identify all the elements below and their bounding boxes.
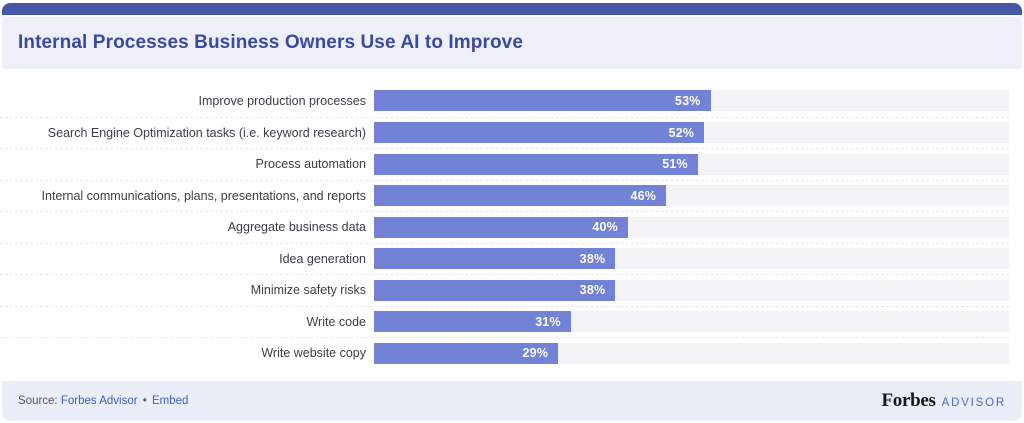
bar-track: 51% <box>374 153 1009 175</box>
row-label: Improve production processes <box>198 93 366 108</box>
chart-footer: Source: Forbes Advisor • Embed Forbes AD… <box>2 381 1022 421</box>
bar-value: 53% <box>674 93 701 108</box>
source-text: Source: Forbes Advisor • Embed <box>18 395 188 407</box>
bar-track: 38% <box>374 248 1009 270</box>
bar-value: 46% <box>630 188 657 203</box>
bar-fill: 51% <box>374 153 698 175</box>
bar-value: 52% <box>668 125 695 140</box>
row-label: Write website copy <box>261 346 366 361</box>
bar-fill: 46% <box>374 185 667 207</box>
page-title: Internal Processes Business Owners Use A… <box>18 32 524 53</box>
bar-fill: 40% <box>374 216 628 238</box>
source-prefix: Source: <box>18 395 58 407</box>
chart-row: Process automation 51% <box>0 148 1009 180</box>
accent-bar <box>2 3 1022 15</box>
bar-fill: 38% <box>374 248 616 270</box>
bar-track: 40% <box>374 216 1009 238</box>
bar-track: 38% <box>374 279 1009 301</box>
bar-track: 29% <box>374 342 1009 364</box>
row-label: Internal communications, plans, presenta… <box>41 188 366 203</box>
bar-chart: Improve production processes 53% Search … <box>0 69 1024 381</box>
chart-row: Minimize safety risks 38% <box>0 274 1009 306</box>
bar-track: 53% <box>374 90 1009 112</box>
bar-track: 46% <box>374 185 1009 207</box>
chart-row: Idea generation 38% <box>0 242 1009 275</box>
chart-row: Aggregate business data 40% <box>0 211 1009 243</box>
chart-header: Internal Processes Business Owners Use A… <box>2 17 1022 69</box>
bar-value: 38% <box>579 251 606 266</box>
bar-value: 29% <box>522 346 549 361</box>
forbes-wordmark: Forbes <box>881 390 936 411</box>
chart-row: Write website copy 29% <box>0 337 1009 369</box>
row-label: Minimize safety risks <box>250 283 366 298</box>
embed-link[interactable]: Embed <box>151 395 189 407</box>
advisor-wordmark: ADVISOR <box>941 397 1006 409</box>
source-separator: • <box>142 395 147 407</box>
bar-track: 52% <box>374 122 1009 144</box>
row-label: Aggregate business data <box>227 220 366 235</box>
chart-row: Improve production processes 53% <box>0 85 1009 117</box>
bar-track: 31% <box>374 311 1009 333</box>
chart-row: Search Engine Optimization tasks (i.e. k… <box>0 116 1009 149</box>
bar-fill: 29% <box>374 342 559 364</box>
chart-row: Internal communications, plans, presenta… <box>0 179 1009 212</box>
bar-fill: 31% <box>374 311 571 333</box>
bar-fill: 53% <box>374 90 711 112</box>
bar-fill: 38% <box>374 279 616 301</box>
bar-value: 31% <box>535 314 561 329</box>
forbes-logo: Forbes ADVISOR <box>881 390 1006 412</box>
forbes-advisor-link[interactable]: Forbes Advisor <box>60 395 138 407</box>
row-label: Search Engine Optimization tasks (i.e. k… <box>47 125 366 140</box>
row-label: Write code <box>306 314 366 329</box>
bar-value: 38% <box>579 283 606 298</box>
bar-value: 51% <box>662 157 688 172</box>
chart-row: Write code 31% <box>0 305 1009 338</box>
bar-fill: 52% <box>374 122 705 144</box>
row-label: Process automation <box>255 157 366 172</box>
row-label: Idea generation <box>279 251 366 266</box>
bar-value: 40% <box>592 220 618 235</box>
